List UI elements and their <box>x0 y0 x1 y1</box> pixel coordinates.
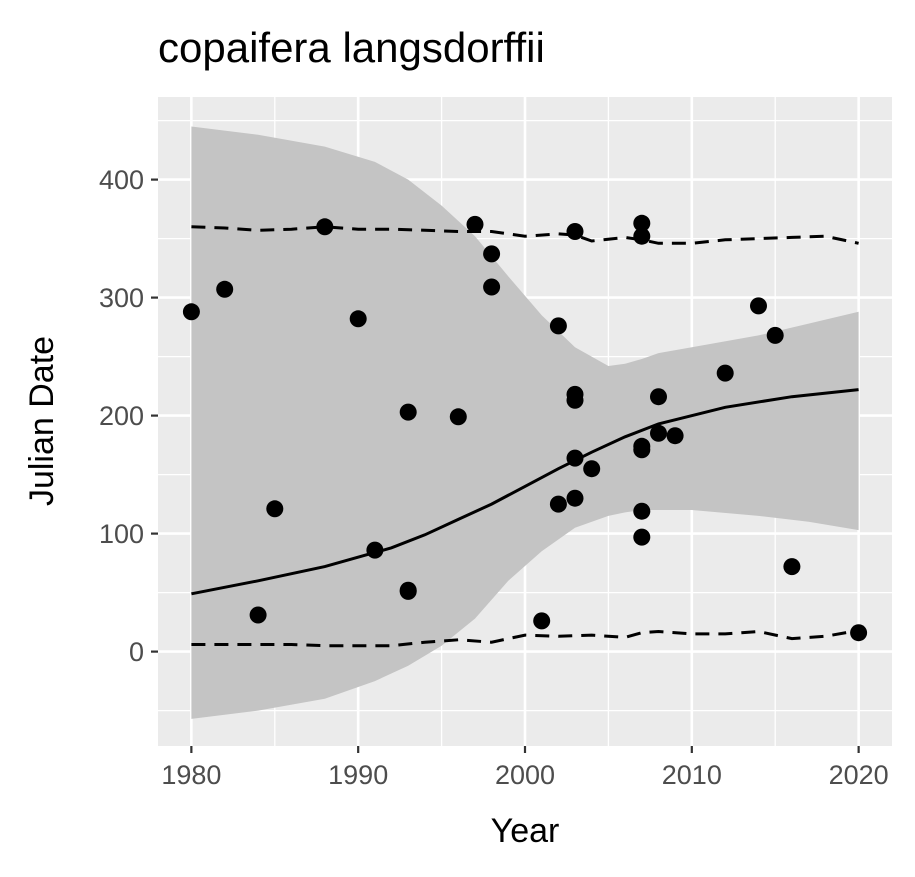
data-point <box>566 449 584 467</box>
x-tick-label: 2000 <box>495 760 555 790</box>
data-point <box>716 364 734 382</box>
data-point <box>566 391 584 409</box>
points-layer <box>182 214 868 642</box>
data-point <box>316 218 334 236</box>
data-point <box>182 303 200 321</box>
confidence-band <box>191 126 859 719</box>
chart-title: copaifera langsdorffii <box>158 24 545 71</box>
data-point <box>766 326 784 344</box>
axes-layer: 1980 1990 2000 2010 2020 0 100 200 300 400 <box>99 165 889 790</box>
data-point <box>633 227 651 245</box>
x-tick-label: 1980 <box>161 760 221 790</box>
data-point <box>549 495 567 513</box>
data-point <box>650 388 667 406</box>
y-tick-label: 200 <box>99 401 144 431</box>
data-point <box>249 606 267 624</box>
data-point <box>783 558 801 576</box>
y-axis-title: Julian Date <box>23 336 61 506</box>
data-point <box>650 424 667 442</box>
data-point <box>449 408 467 426</box>
x-tick-label: 2020 <box>829 760 889 790</box>
data-point <box>566 489 584 507</box>
data-point <box>549 317 567 335</box>
data-point <box>216 280 234 298</box>
confidence-band-layer <box>191 126 859 719</box>
data-point <box>633 502 651 520</box>
data-point <box>399 403 417 421</box>
fit-line <box>191 388 859 596</box>
data-point <box>633 528 651 546</box>
x-axis-title: Year <box>491 812 560 850</box>
data-point <box>483 245 501 263</box>
data-point <box>483 278 501 296</box>
data-point <box>266 500 284 518</box>
y-tick-label: 300 <box>99 283 144 313</box>
y-tick-label: 100 <box>99 519 144 549</box>
data-point <box>633 441 651 459</box>
data-point <box>850 624 868 642</box>
lower-quantile-line <box>191 628 859 648</box>
data-point <box>366 541 384 559</box>
y-tick-label: 400 <box>99 165 144 195</box>
data-point <box>566 223 584 240</box>
data-point <box>583 460 601 478</box>
lines-layer <box>191 225 859 648</box>
data-point <box>666 427 684 445</box>
x-tick-label: 1990 <box>328 760 388 790</box>
data-point <box>533 612 551 630</box>
upper-quantile-line <box>191 225 859 245</box>
data-point <box>633 214 651 232</box>
data-point <box>750 297 767 315</box>
data-point <box>399 582 417 600</box>
y-tick-label: 0 <box>129 637 144 667</box>
x-tick-label: 2010 <box>662 760 722 790</box>
data-point <box>466 215 484 233</box>
data-point <box>349 310 367 328</box>
